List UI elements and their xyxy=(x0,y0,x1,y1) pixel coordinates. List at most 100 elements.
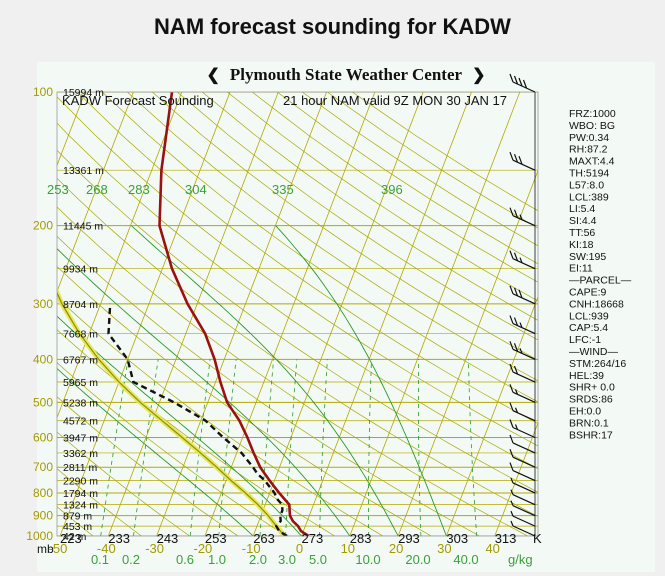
wind-barb xyxy=(509,73,536,93)
mixing-ratio-label: 0.1 xyxy=(91,552,109,567)
dry-adiabat xyxy=(57,235,480,536)
wind-barb-flag xyxy=(513,343,519,352)
height-label: 2811 m xyxy=(63,462,97,474)
wind-barb-shaft xyxy=(512,159,536,171)
pressure-label: 700 xyxy=(33,460,53,474)
wind-barb-flag xyxy=(513,153,519,163)
wind-barb-flag xyxy=(513,317,519,326)
wind-barb xyxy=(509,341,536,360)
wind-barb-shaft xyxy=(512,391,536,403)
celsius-label: 20 xyxy=(389,541,403,556)
index-value: STM:264/16 xyxy=(569,358,626,370)
wind-barb-shaft xyxy=(512,456,536,468)
moist-adiabat xyxy=(57,315,302,536)
height-label: 5965 m xyxy=(63,377,98,389)
wind-barb-half xyxy=(519,257,523,263)
plot-border xyxy=(56,91,539,537)
pressure-label: 400 xyxy=(33,352,53,366)
index-value: PW:0.34 xyxy=(569,132,609,144)
index-value: LCL:389 xyxy=(569,191,609,203)
kelvin-label: 273 xyxy=(302,531,324,546)
wind-barb-half xyxy=(510,489,514,495)
wind-barb-half xyxy=(519,214,523,220)
wind-barb-flag xyxy=(509,315,514,324)
index-value: CNH:18668 xyxy=(569,298,624,310)
wind-barb-shaft xyxy=(512,323,536,335)
index-value: KI:18 xyxy=(569,239,594,251)
index-value: SW:195 xyxy=(569,251,606,263)
mixing-ratio-unit: g/kg xyxy=(508,552,533,567)
wind-barb xyxy=(509,402,536,422)
theta-label: 396 xyxy=(381,182,403,197)
left-banner-ornament: ❮ xyxy=(206,67,220,84)
index-value: RH:87.2 xyxy=(569,144,608,156)
height-label: 11445 m xyxy=(63,221,103,233)
theta-label: 335 xyxy=(272,182,294,197)
wind-barb-shaft xyxy=(512,81,536,93)
wind-barb-flag xyxy=(513,75,519,85)
wind-barb xyxy=(510,500,536,517)
celsius-label: 40 xyxy=(485,541,499,556)
mixing-ratio-label: 1.0 xyxy=(208,552,226,567)
pressure-label: 500 xyxy=(33,395,53,409)
wind-barb-flag xyxy=(513,365,519,375)
isotherm-line xyxy=(204,92,376,536)
wind-barb-flag xyxy=(509,449,514,458)
height-label: 5238 m xyxy=(63,397,98,409)
wind-barb xyxy=(509,462,536,482)
dry-adiabat xyxy=(126,92,538,382)
theta-label: 268 xyxy=(86,182,108,197)
wind-barb xyxy=(509,449,536,468)
dry-adiabat xyxy=(101,92,538,403)
index-value: FRZ:1000 xyxy=(569,108,616,120)
height-label: 2290 m xyxy=(63,476,98,488)
index-value: LCL:939 xyxy=(569,310,609,322)
dry-adiabat xyxy=(201,92,538,321)
wind-barb xyxy=(510,477,536,494)
wind-barb-shaft xyxy=(512,505,536,517)
index-value: EH:0.0 xyxy=(569,406,601,418)
right-banner-ornament: ❯ xyxy=(472,67,486,84)
dry-adiabat xyxy=(151,92,538,361)
index-value: HEL:39 xyxy=(569,370,604,382)
theta-label: 253 xyxy=(47,182,69,197)
height-label: 15994 m xyxy=(63,87,104,99)
wind-barb-flag xyxy=(513,209,519,218)
dry-adiabat xyxy=(57,206,528,536)
celsius-label: -20 xyxy=(194,541,213,556)
mixing-ratio-label: 10.0 xyxy=(355,552,380,567)
pressure-label: 300 xyxy=(33,297,53,311)
dry-adiabat xyxy=(57,266,432,536)
wind-barb-half xyxy=(514,424,519,430)
wind-barb xyxy=(509,363,536,383)
dry-adiabat xyxy=(57,149,538,493)
celsius-label: 30 xyxy=(437,541,451,556)
dry-adiabat xyxy=(251,92,538,283)
wind-barb xyxy=(510,510,536,527)
wind-barb-flag xyxy=(518,155,523,165)
celsius-label: -10 xyxy=(242,541,261,556)
height-label: 1794 m xyxy=(63,488,98,500)
wind-barb-flag xyxy=(509,341,514,350)
wind-barb-flag xyxy=(509,434,514,444)
index-value: CAP:5.4 xyxy=(569,322,608,334)
dry-adiabat xyxy=(352,92,538,212)
celsius-label: -40 xyxy=(97,541,116,556)
height-label: 42 m xyxy=(63,531,87,543)
dry-adiabat xyxy=(76,92,538,425)
wind-barb xyxy=(510,520,536,537)
index-value: —PARCEL— xyxy=(569,275,632,287)
wind-barb-shaft xyxy=(512,410,536,422)
isotherm-line xyxy=(301,92,472,536)
wind-barb-shaft xyxy=(512,442,536,454)
pressure-label: 900 xyxy=(33,509,53,523)
mixing-ratio-line xyxy=(417,359,422,536)
index-value: WBO: BG xyxy=(569,120,615,132)
header-left: KADW Forecast Sounding xyxy=(62,93,214,108)
wind-barb-shaft xyxy=(512,482,536,494)
celsius-label: 0 xyxy=(296,541,303,556)
mixing-ratio-label: 40.0 xyxy=(453,552,478,567)
isotherm-line xyxy=(252,92,424,536)
wind-barb xyxy=(509,207,536,227)
wind-barb-shaft xyxy=(512,258,536,270)
